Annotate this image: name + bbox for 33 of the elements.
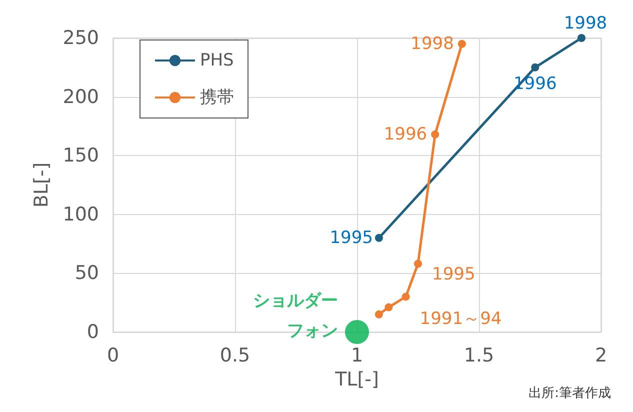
annotation: 1995 <box>432 264 476 284</box>
y-tick-label: 100 <box>62 203 99 226</box>
series-label: ショルダーフォン <box>253 291 338 341</box>
x-tick-label: 0.5 <box>220 344 250 366</box>
legend-label: 携帯 <box>200 88 234 108</box>
legend-label: PHS <box>200 50 234 70</box>
point <box>458 40 466 48</box>
point <box>384 303 393 312</box>
point <box>345 320 369 344</box>
annotation: 1998 <box>410 34 454 54</box>
y-tick-label: 200 <box>62 86 99 108</box>
y-tick-label: 250 <box>62 27 99 49</box>
point <box>431 130 440 138</box>
y-tick-label: 150 <box>62 144 99 167</box>
text: 出所:筆者作成 <box>528 386 612 401</box>
annotation: 1995 <box>330 228 373 248</box>
annotation: 1991～94 <box>420 309 502 330</box>
point <box>374 234 383 242</box>
y-tick-label: 0 <box>86 321 99 343</box>
x-tick-label: 1 <box>350 344 364 366</box>
point <box>374 310 383 318</box>
y-axis-title: BL[-] <box>30 162 52 208</box>
x-axis-title: TL[-] <box>334 368 379 390</box>
point <box>402 292 410 301</box>
point <box>531 63 540 72</box>
annotation: 1998 <box>564 14 608 34</box>
x-tick-label: 0 <box>106 344 120 366</box>
point <box>577 34 586 42</box>
point <box>414 260 422 268</box>
x-tick-label: 1.5 <box>464 344 494 366</box>
annotation: 1996 <box>384 124 428 144</box>
y-tick-label: 50 <box>74 262 99 284</box>
x-tick-label: 2 <box>594 344 608 366</box>
